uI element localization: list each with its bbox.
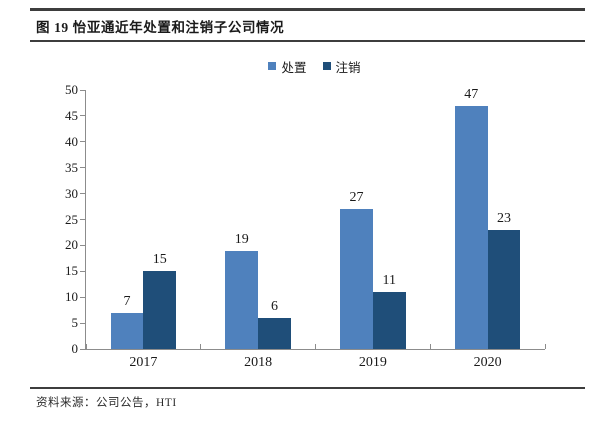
- y-axis-tick: [80, 270, 86, 272]
- bar-s0-2020: [454, 105, 488, 349]
- y-axis-tick-label: 30: [65, 185, 78, 201]
- y-axis-tick-label: 20: [65, 237, 78, 253]
- x-axis-tick: [544, 344, 546, 349]
- y-axis-tick-label: 25: [65, 211, 78, 227]
- bar-s0-2017: [110, 312, 144, 349]
- x-axis-category-label: 2019: [358, 355, 387, 370]
- bar-s1-2018: [258, 317, 291, 349]
- y-axis-tick: [80, 322, 86, 324]
- y-axis-tick-label: 35: [65, 159, 78, 175]
- x-axis-category-label: 2018: [244, 355, 273, 370]
- bar-s1-2017: [143, 271, 177, 349]
- y-axis-tick: [80, 348, 86, 350]
- y-axis-tick-label: 50: [65, 82, 78, 97]
- x-axis-category-label: 2020: [473, 355, 502, 370]
- bar-chart-plot: 0 5 10 15 20 25 30 35 40 45 50 2017 7 15 2018 19 6 2019 27…: [65, 82, 546, 370]
- bar-value-label: 27: [349, 190, 364, 206]
- bar-value-label: 47: [464, 86, 479, 102]
- x-axis-tick: [200, 344, 202, 349]
- legend-item-0: 处置: [268, 57, 307, 76]
- y-axis-tick: [80, 193, 86, 195]
- bar-s0-2019: [340, 209, 373, 349]
- y-axis-tick-label: 5: [71, 315, 79, 331]
- y-axis-tick-label: 0: [71, 341, 79, 356]
- footer-rule: [30, 387, 585, 389]
- y-axis-tick-label: 10: [65, 289, 78, 305]
- legend-swatch: [322, 62, 331, 70]
- y-axis-tick-label: 40: [65, 133, 78, 149]
- y-axis-tick: [80, 141, 86, 143]
- bar-s0-2018: [225, 250, 259, 349]
- x-axis-tick: [315, 344, 316, 349]
- y-axis-tick: [80, 89, 86, 91]
- bar-value-label: 23: [497, 210, 512, 226]
- bar-value-label: 6: [271, 298, 279, 314]
- y-axis-tick: [80, 167, 86, 169]
- y-axis-tick: [80, 296, 86, 298]
- title-rule: [30, 40, 585, 42]
- top-rule: [30, 8, 585, 11]
- x-axis-tick: [85, 344, 87, 349]
- bar-value-label: 7: [123, 293, 131, 309]
- legend-label: 处置: [281, 60, 307, 75]
- bar-value-label: 19: [234, 231, 249, 247]
- y-axis-tick: [80, 244, 86, 246]
- y-axis-tick-label: 15: [65, 263, 78, 279]
- bar-s1-2020: [487, 229, 521, 349]
- bar-s1-2019: [372, 292, 406, 349]
- figure-title: 图 19 怡亚通近年处置和注销子公司情况: [36, 20, 285, 35]
- legend-item-1: 注销: [322, 57, 361, 76]
- legend-label: 注销: [335, 60, 361, 75]
- bar-value-label: 11: [382, 273, 396, 289]
- chart-legend: 处置 注销: [85, 57, 544, 76]
- x-axis-category-label: 2017: [129, 355, 158, 370]
- source-note: 资料来源：公司公告，HTI: [36, 397, 177, 409]
- bar-value-label: 15: [152, 252, 167, 268]
- y-axis-tick-label: 45: [65, 107, 78, 123]
- x-axis-tick: [429, 344, 431, 349]
- legend-swatch: [268, 62, 277, 70]
- y-axis-tick: [80, 219, 86, 220]
- y-axis-tick: [80, 115, 86, 117]
